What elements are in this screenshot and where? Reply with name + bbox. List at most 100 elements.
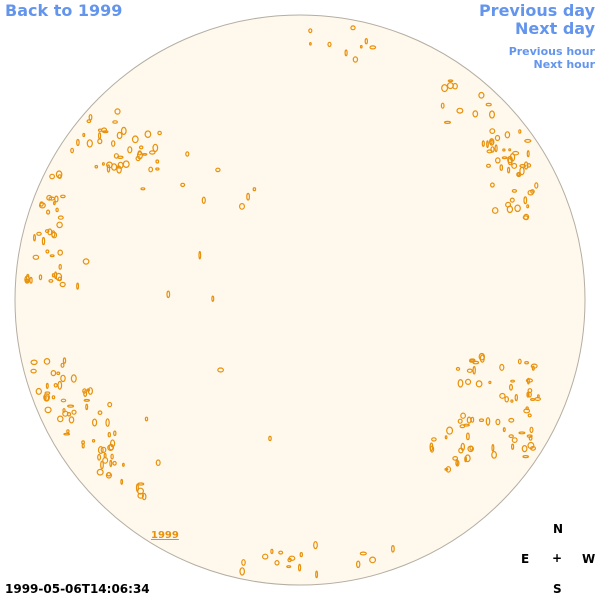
active-region-contour bbox=[429, 445, 435, 453]
active-region-contour bbox=[131, 135, 139, 144]
active-region-contour bbox=[298, 563, 302, 572]
active-region-contour bbox=[246, 192, 251, 201]
active-region-contour bbox=[527, 413, 532, 418]
active-region-contour bbox=[48, 279, 54, 283]
active-region-contour bbox=[506, 205, 514, 214]
active-region-contour bbox=[529, 426, 534, 434]
active-region-contour bbox=[35, 387, 43, 395]
active-region-contour bbox=[86, 139, 93, 148]
active-region-contour bbox=[83, 398, 91, 402]
active-region-contour bbox=[180, 182, 186, 188]
active-region-contour bbox=[105, 418, 110, 427]
previous-hour-link[interactable]: Previous hour bbox=[508, 45, 595, 58]
active-region-contour bbox=[57, 380, 63, 390]
next-day-link[interactable]: Next day bbox=[515, 19, 595, 38]
active-region-contour bbox=[514, 204, 521, 213]
active-region-contour bbox=[523, 161, 529, 170]
active-region-contour bbox=[478, 91, 485, 99]
active-region-contour bbox=[96, 468, 104, 476]
active-region-contour bbox=[510, 379, 515, 383]
active-region-contour bbox=[431, 437, 437, 442]
active-region-contour bbox=[344, 49, 348, 57]
active-region-contour bbox=[489, 140, 493, 145]
active-region-contour bbox=[270, 548, 274, 555]
active-region-contour bbox=[56, 415, 64, 423]
active-region-contour bbox=[47, 228, 53, 236]
active-region-contour bbox=[149, 150, 156, 155]
active-region-contour bbox=[56, 221, 63, 229]
active-region-contour bbox=[97, 453, 102, 461]
active-region-contour bbox=[55, 272, 63, 281]
active-region-contour bbox=[58, 264, 62, 270]
active-region-contour bbox=[478, 418, 485, 423]
active-region-contour bbox=[490, 182, 495, 188]
active-region-contour bbox=[155, 167, 160, 171]
active-region-contour bbox=[157, 130, 162, 136]
active-region-contour bbox=[113, 430, 117, 437]
active-region-contour bbox=[44, 391, 51, 395]
active-region-contour bbox=[525, 378, 534, 383]
active-region-contour bbox=[464, 454, 471, 463]
year-marker-link[interactable]: 1999 bbox=[151, 530, 179, 541]
active-region-contour bbox=[501, 156, 508, 160]
active-region-contour bbox=[45, 249, 50, 254]
active-region-contour bbox=[101, 162, 105, 166]
active-region-contour bbox=[67, 404, 75, 408]
active-region-contour bbox=[491, 207, 499, 214]
active-region-contour bbox=[112, 460, 117, 466]
compass-north: N bbox=[553, 522, 564, 536]
active-region-contour bbox=[494, 134, 501, 142]
active-region-contour bbox=[82, 258, 90, 265]
active-region-contour bbox=[102, 130, 109, 134]
active-region-contour bbox=[268, 435, 272, 442]
active-region-contour bbox=[485, 417, 491, 426]
back-to-year-link[interactable]: Back to 1999 bbox=[5, 1, 123, 20]
active-region-contour bbox=[36, 231, 42, 236]
active-region-contour bbox=[359, 44, 363, 49]
active-region-contour bbox=[469, 445, 474, 451]
active-region-contour bbox=[457, 378, 464, 388]
active-region-contour bbox=[38, 274, 43, 281]
active-region-contour bbox=[308, 28, 313, 34]
active-region-contour bbox=[110, 453, 114, 460]
active-region-contour bbox=[106, 164, 111, 173]
active-region-contour bbox=[510, 443, 515, 450]
active-region-contour bbox=[70, 147, 74, 154]
active-region-contour bbox=[508, 148, 512, 152]
active-region-contour bbox=[53, 382, 58, 388]
active-region-contour bbox=[519, 163, 527, 168]
active-region-contour bbox=[526, 163, 532, 168]
active-region-contour bbox=[534, 397, 542, 402]
active-region-contour bbox=[148, 166, 154, 173]
active-region-contour bbox=[55, 207, 59, 213]
active-region-contour bbox=[441, 84, 449, 93]
active-region-contour bbox=[76, 138, 80, 147]
active-region-contour bbox=[526, 204, 530, 209]
active-region-contour bbox=[499, 363, 505, 371]
active-region-contour bbox=[107, 401, 113, 408]
active-region-contour bbox=[481, 140, 485, 147]
active-region-contour bbox=[88, 114, 93, 121]
active-region-contour bbox=[32, 233, 36, 242]
active-region-contour bbox=[49, 173, 55, 180]
active-region-contour bbox=[524, 361, 529, 365]
active-region-contour bbox=[109, 439, 116, 448]
next-hour-link[interactable]: Next hour bbox=[533, 58, 596, 71]
active-region-contour bbox=[71, 409, 77, 415]
active-region-contour bbox=[97, 128, 103, 132]
active-region-contour bbox=[455, 366, 461, 371]
active-region-contour bbox=[521, 445, 528, 453]
active-region-contour bbox=[166, 290, 171, 299]
active-region-contour bbox=[112, 120, 118, 124]
active-region-contour bbox=[110, 163, 118, 171]
active-region-contour bbox=[466, 368, 473, 373]
previous-day-link[interactable]: Previous day bbox=[478, 1, 595, 20]
active-region-contour bbox=[518, 431, 526, 435]
active-region-contour bbox=[43, 395, 47, 401]
active-region-contour bbox=[29, 276, 33, 284]
active-region-contour bbox=[144, 416, 149, 422]
active-region-contour bbox=[495, 418, 501, 426]
active-region-contour bbox=[525, 406, 529, 411]
active-region-contour bbox=[485, 102, 492, 107]
active-region-contour bbox=[526, 391, 530, 398]
